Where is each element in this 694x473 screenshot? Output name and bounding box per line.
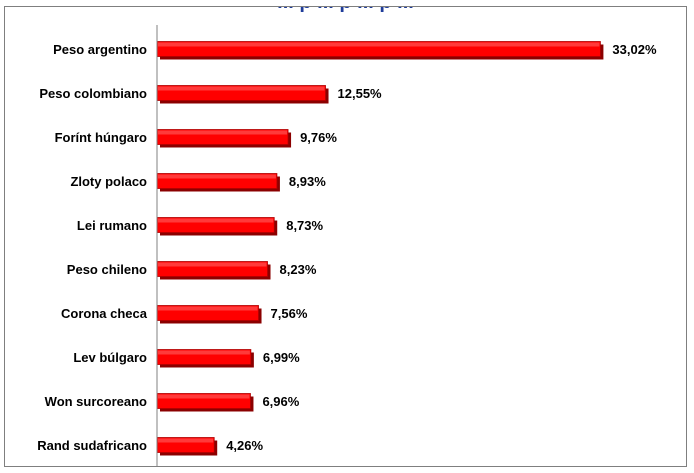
bar-highlight <box>158 394 250 399</box>
bar-highlight <box>158 130 288 135</box>
bar-highlight <box>158 262 267 267</box>
bar-highlight <box>158 42 600 47</box>
value-label: 6,96% <box>262 394 299 409</box>
value-label: 8,73% <box>286 218 323 233</box>
category-label: Peso colombiano <box>39 86 147 101</box>
category-label: Lei rumano <box>77 218 147 233</box>
bar-highlight <box>158 306 258 311</box>
value-label: 9,76% <box>300 130 337 145</box>
category-label: Rand sudafricano <box>37 438 147 453</box>
category-label: Won surcoreano <box>45 394 147 409</box>
value-label: 8,93% <box>289 174 326 189</box>
category-label: Peso argentino <box>53 42 147 57</box>
category-label: Lev búlgaro <box>73 350 147 365</box>
chart-frame: ... p ... p ... p ... Peso argentino 33,0… <box>4 6 687 467</box>
value-label: 12,55% <box>338 86 383 101</box>
chart-title-fragment: ... p ... p ... p ... <box>5 7 686 14</box>
bars-group: Peso argentino 33,02% Peso colombiano 12,55… <box>37 41 657 456</box>
bar-highlight <box>158 218 274 223</box>
category-label: Corona checa <box>61 306 148 321</box>
bar-highlight <box>158 350 250 355</box>
category-label: Peso chileno <box>67 262 147 277</box>
category-label: Zloty polaco <box>70 174 147 189</box>
bar-highlight <box>158 174 276 179</box>
bar-highlight <box>158 86 325 91</box>
bar-chart: Peso argentino 33,02% Peso colombiano 12,55… <box>37 25 657 466</box>
value-label: 6,99% <box>263 350 300 365</box>
value-label: 33,02% <box>612 42 657 57</box>
value-label: 7,56% <box>271 306 308 321</box>
value-label: 4,26% <box>226 438 263 453</box>
category-label: Forínt húngaro <box>55 130 147 145</box>
bar-highlight <box>158 438 214 443</box>
value-label: 8,23% <box>280 262 317 277</box>
